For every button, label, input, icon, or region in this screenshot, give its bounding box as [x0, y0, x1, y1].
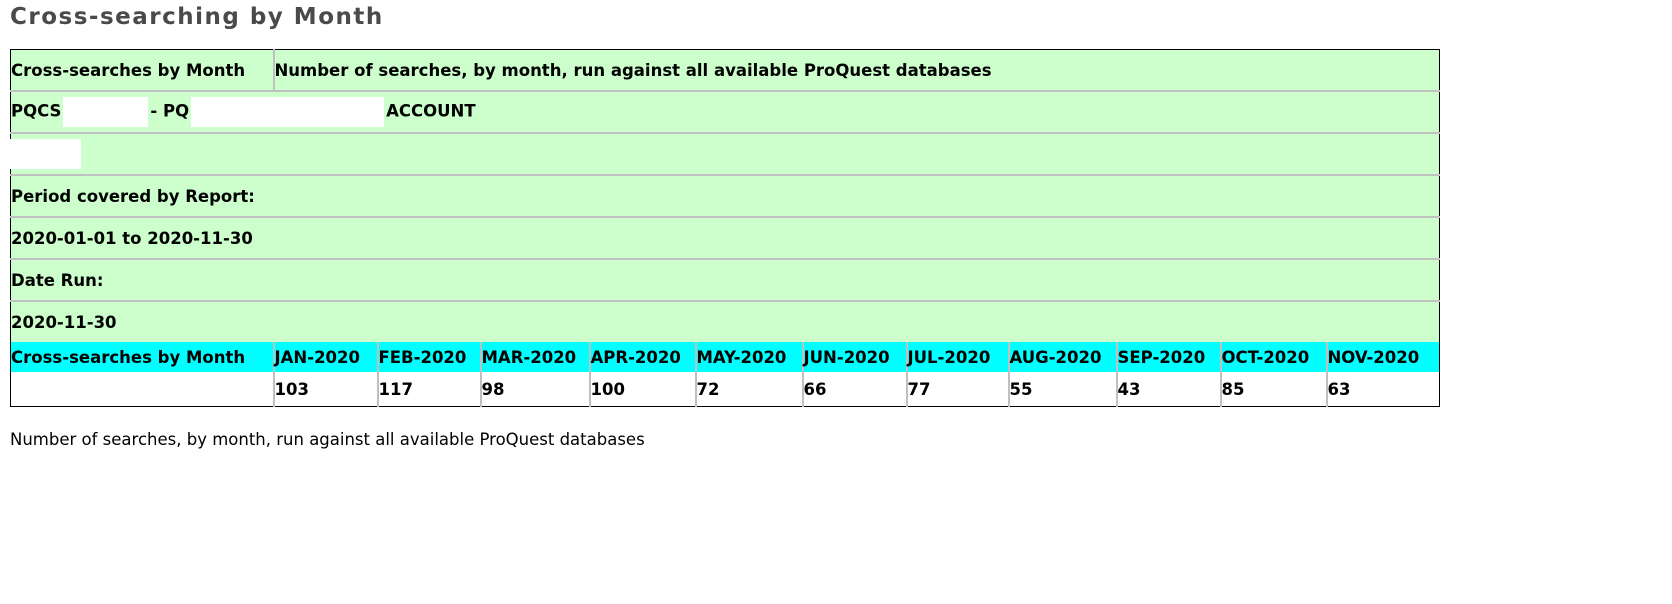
- date-run-value-row: 2020-11-30: [10, 301, 1440, 342]
- value-cell: 98: [480, 372, 591, 407]
- month-header: NOV-2020: [1326, 342, 1440, 372]
- account-row: PQCS - PQ ACCOUNT: [10, 91, 1440, 134]
- value-cell: 77: [906, 372, 1010, 407]
- date-run-value: 2020-11-30: [10, 301, 1440, 342]
- value-cell: 43: [1116, 372, 1222, 407]
- row-header-cell: Cross-searches by Month: [10, 342, 275, 372]
- report-name-cell: Cross-searches by Month: [10, 49, 275, 92]
- month-header: JUN-2020: [802, 342, 908, 372]
- month-header: MAR-2020: [480, 342, 591, 372]
- value-cell: 103: [273, 372, 379, 407]
- value-cell: 117: [377, 372, 482, 407]
- account-cell: PQCS - PQ ACCOUNT: [10, 91, 1440, 134]
- account-middle: - PQ: [150, 101, 190, 121]
- period-label: Period covered by Report:: [10, 175, 1440, 218]
- redacted-row: [5, 133, 1440, 176]
- value-cell: 55: [1008, 372, 1118, 407]
- date-run-label-row: Date Run:: [10, 259, 1440, 302]
- report-table: Cross-searches by Month Number of search…: [5, 49, 1441, 407]
- value-cell: 63: [1326, 372, 1440, 407]
- value-cell: 85: [1220, 372, 1328, 407]
- redacted-block: [63, 97, 149, 127]
- month-header: JUL-2020: [906, 342, 1010, 372]
- redacted-block: [5, 139, 81, 169]
- value-cell: 66: [802, 372, 908, 407]
- table-row: 103 117 98 100 72 66 77 55 43 85 63: [10, 372, 1440, 407]
- month-header: APR-2020: [589, 342, 697, 372]
- period-value: 2020-01-01 to 2020-11-30: [10, 217, 1440, 260]
- redacted-block: [191, 97, 385, 127]
- footnote: Number of searches, by month, run agains…: [10, 430, 645, 449]
- row-label-cell: [10, 372, 275, 407]
- period-label-row: Period covered by Report:: [10, 175, 1440, 218]
- redacted-cell: [5, 133, 1440, 176]
- month-header: JAN-2020: [273, 342, 379, 372]
- account-prefix: PQCS: [11, 101, 62, 121]
- report-name-row: Cross-searches by Month Number of search…: [10, 49, 1440, 92]
- month-header: FEB-2020: [377, 342, 482, 372]
- month-header: OCT-2020: [1220, 342, 1328, 372]
- account-suffix: ACCOUNT: [386, 101, 476, 121]
- report-description-cell: Number of searches, by month, run agains…: [273, 49, 1440, 92]
- date-run-label: Date Run:: [10, 259, 1440, 302]
- column-header-row: Cross-searches by Month JAN-2020 FEB-202…: [10, 342, 1440, 372]
- period-value-row: 2020-01-01 to 2020-11-30: [10, 217, 1440, 260]
- value-cell: 100: [589, 372, 697, 407]
- month-header: MAY-2020: [695, 342, 804, 372]
- month-header: AUG-2020: [1008, 342, 1118, 372]
- page-title: Cross-searching by Month: [10, 4, 384, 30]
- month-header: SEP-2020: [1116, 342, 1222, 372]
- value-cell: 72: [695, 372, 804, 407]
